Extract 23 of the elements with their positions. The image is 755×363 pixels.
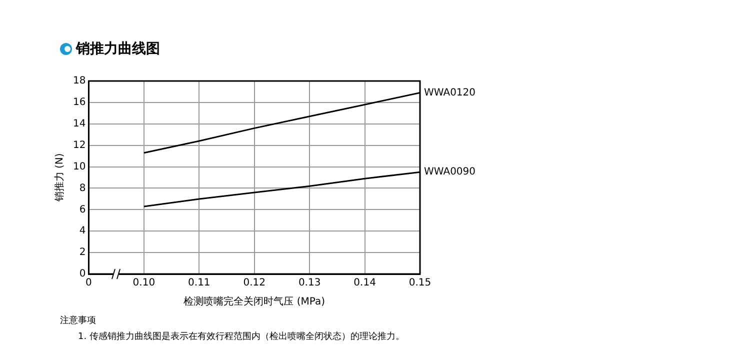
x-tick-label: 0.15 bbox=[408, 278, 432, 289]
chart-title: 销推力曲线图 bbox=[76, 40, 160, 58]
y-tick-label: 4 bbox=[79, 226, 86, 237]
y-tick-label: 12 bbox=[72, 140, 86, 151]
x-tick-label: 0.14 bbox=[354, 278, 376, 289]
y-tick-label: 16 bbox=[72, 97, 86, 108]
y-axis-title: 销推力 (N) bbox=[54, 153, 66, 203]
text: 注意事项 bbox=[60, 314, 96, 327]
y-tick-label: 8 bbox=[79, 182, 86, 194]
x-tick-label: 0.12 bbox=[243, 278, 266, 289]
series-label: WWA0090 bbox=[424, 166, 476, 178]
x-tick-label: 0.13 bbox=[298, 278, 321, 289]
x-axis-title: 检测喷嘴完全关闭时气压 (MPa) bbox=[184, 296, 326, 308]
y-tick-label: 14 bbox=[72, 118, 86, 130]
x-tick-label: 0.10 bbox=[132, 278, 156, 289]
text: 1. 传感销推力曲线图是表示在有效行程范围内（检出喷嘴全闭状态）的理论推力。 bbox=[78, 330, 404, 343]
y-tick-label: 6 bbox=[79, 204, 86, 216]
series-label: WWA0120 bbox=[424, 87, 476, 98]
y-tick-label: 0 bbox=[79, 268, 86, 280]
y-tick-label: 18 bbox=[72, 76, 86, 87]
y-tick-label: 2 bbox=[79, 247, 86, 258]
x-tick-label: 0.11 bbox=[188, 278, 210, 289]
y-tick-label: 10 bbox=[72, 161, 86, 172]
